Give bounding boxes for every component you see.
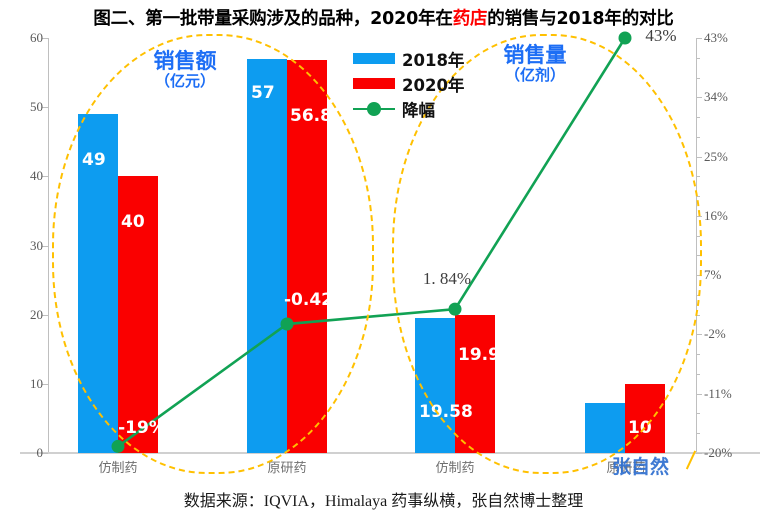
y-tick-right-minor <box>696 136 700 138</box>
watermark-text: 张自然 <box>612 456 670 478</box>
y-tick-left-mark <box>42 314 48 316</box>
bar-label-2018-2: 19.58 <box>419 401 473 422</box>
y-tick-right-label: 7% <box>704 267 722 283</box>
y-tick-right-label: -20% <box>704 445 733 460</box>
y-tick-left-mark <box>42 245 48 247</box>
y-tick-left-mark <box>42 453 48 454</box>
y-tick-right-label: -2% <box>704 326 726 342</box>
y-tick-right-minor <box>696 314 700 316</box>
y-tick-right-mark <box>696 275 702 277</box>
source-note: 数据来源：IQVIA，Himalaya 药事纵横，张自然博士整理 <box>183 493 584 510</box>
y-tick-right-label: 34% <box>704 89 728 105</box>
y-tick-right-mark <box>696 215 702 217</box>
y-tick-right-mark <box>696 156 702 158</box>
bar-2018-2[interactable] <box>415 317 455 453</box>
y-tick-right-minor <box>696 354 700 356</box>
bar-2018-1[interactable] <box>247 58 287 453</box>
y-tick-right-minor <box>696 433 700 435</box>
y-tick-right-label: -11% <box>704 385 732 401</box>
y-tick-left-label: 20 <box>30 306 43 322</box>
y-tick-right-minor <box>696 176 700 178</box>
legend-swatch-icon <box>353 53 395 64</box>
bar-2018-0[interactable] <box>78 114 118 453</box>
annotation-sales-amount: 销售额 （亿元） <box>70 50 300 90</box>
bar-label-2018-0: 49 <box>82 150 106 171</box>
y-axis-left-line <box>48 38 49 453</box>
y-tick-right-minor <box>696 255 700 257</box>
y-tick-right-minor <box>696 77 700 79</box>
line-label-3: 43% <box>645 26 677 45</box>
legend-swatch-icon <box>353 78 395 89</box>
y-tick-right-minor <box>696 57 700 59</box>
annotation-sales-volume: 销售量 （亿剂） <box>455 44 615 84</box>
y-tick-right-label: 25% <box>704 148 728 164</box>
title-highlight: 药店 <box>452 9 488 29</box>
bar-label-2020-3: 10 <box>628 417 652 438</box>
y-tick-left-label: 60 <box>30 30 43 45</box>
y-tick-right-mark <box>696 334 702 336</box>
line-marker-3[interactable] <box>618 31 632 45</box>
bar-label-2020-2: 19.94 <box>458 345 512 366</box>
legend-line-marker-icon <box>353 101 395 116</box>
annotation-sales-amount-title: 销售额 <box>153 49 217 73</box>
y-tick-right-minor <box>696 294 700 296</box>
annotation-sales-volume-unit: （亿剂） <box>504 66 565 85</box>
y-tick-right-minor <box>696 196 700 198</box>
y-tick-left-label: 10 <box>30 375 43 391</box>
y-tick-left-label: 30 <box>30 237 43 253</box>
chart-legend: 2018年 2020年降幅 <box>353 46 503 121</box>
y-tick-right-mark <box>696 393 702 395</box>
line-label-0: -19% <box>118 418 166 439</box>
y-tick-left-label: 50 <box>30 99 43 115</box>
page-title: 图二、第一批带量采购涉及的品种，2020年在药店的销售与2018年的对比 <box>0 5 767 30</box>
y-tick-right-mark <box>696 97 702 99</box>
y-tick-right-minor <box>696 235 700 237</box>
y-tick-left-mark <box>42 176 48 178</box>
x-category-label-2: 仿制药 <box>435 461 475 476</box>
y-tick-right-minor <box>696 413 700 415</box>
x-axis-baseline <box>20 452 760 454</box>
annotation-sales-amount-unit: （亿元） <box>154 72 215 91</box>
y-tick-right-mark <box>696 38 702 39</box>
bar-2020-3[interactable] <box>625 383 665 453</box>
legend-item-0[interactable]: 2018年 <box>353 46 503 71</box>
bar-2018-3[interactable] <box>585 403 625 453</box>
line-marker-2[interactable] <box>448 302 462 316</box>
y-tick-right-label: 43% <box>704 30 728 45</box>
y-tick-right-mark <box>696 453 702 454</box>
legend-item-1[interactable]: 2020年 <box>353 71 503 96</box>
plot-area: 0 10 20 30 40 50 60 -20% -11% -2% 7% 16% 25% 34% 43% … <box>30 26 732 460</box>
y-tick-right-label: 16% <box>704 207 728 223</box>
bar-2020-2[interactable] <box>455 315 495 453</box>
line-label-2: 1. 84% <box>422 269 472 289</box>
y-tick-left-label: 0 <box>36 445 44 460</box>
y-tick-left-mark <box>42 38 48 39</box>
legend-label: 2018年 <box>402 50 465 70</box>
y-axis-right-line <box>696 38 697 453</box>
bar-label-2020-0: 40 <box>121 212 145 233</box>
x-category-label-1: 原研药 <box>267 461 307 476</box>
y-tick-right-minor <box>696 117 700 119</box>
annotation-sales-volume-title: 销售量 <box>503 43 567 67</box>
y-tick-left-label: 40 <box>30 168 43 184</box>
bar-label-2020-1: 56.8 <box>290 106 332 127</box>
legend-label: 降幅 <box>402 100 435 120</box>
line-label-1: -0.42% <box>283 290 351 311</box>
y-tick-right-minor <box>696 373 700 375</box>
legend-label: 2020年 <box>402 75 465 95</box>
title-suffix: 的销售与2018年的对比 <box>487 9 674 29</box>
x-category-label-0: 仿制药 <box>98 461 138 476</box>
y-tick-left-mark <box>42 383 48 385</box>
title-prefix: 图二、第一批带量采购涉及的品种，2020年在 <box>93 9 453 29</box>
legend-item-2[interactable]: 降幅 <box>353 96 503 121</box>
y-tick-left-mark <box>42 107 48 109</box>
